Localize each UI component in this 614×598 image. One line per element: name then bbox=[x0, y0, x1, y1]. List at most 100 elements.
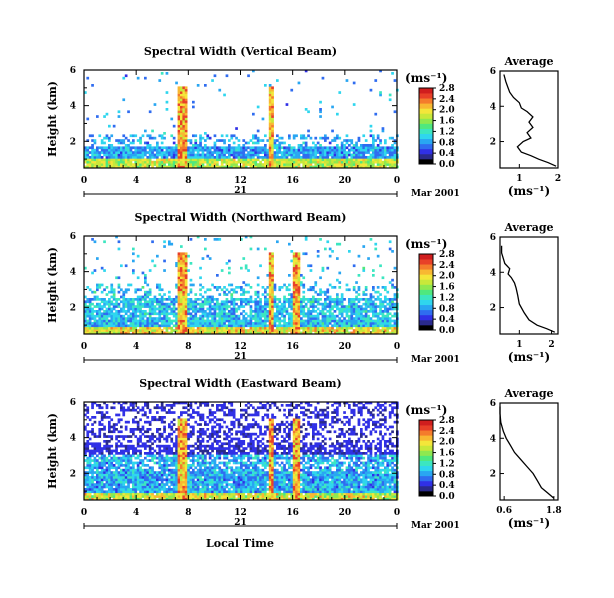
heatmap-cell bbox=[352, 163, 356, 166]
heatmap-cell bbox=[276, 240, 279, 244]
heatmap-cell bbox=[278, 286, 282, 289]
heatmap-cell bbox=[108, 158, 111, 162]
heatmap-cell bbox=[110, 490, 114, 494]
heatmap-cell bbox=[348, 300, 351, 304]
heatmap-cell bbox=[340, 298, 344, 301]
heatmap-cell bbox=[168, 452, 171, 455]
heatmap-cell bbox=[91, 483, 94, 486]
heatmap-cell bbox=[316, 148, 320, 152]
heatmap-cell bbox=[276, 305, 279, 308]
heatmap-cell bbox=[100, 307, 104, 311]
heatmap-cell bbox=[98, 163, 102, 166]
heatmap-cell bbox=[103, 444, 106, 448]
heatmap-cell bbox=[319, 312, 322, 316]
heatmap-cell bbox=[124, 478, 128, 482]
heatmap-cell bbox=[367, 156, 370, 159]
heatmap-cell bbox=[148, 324, 152, 328]
heatmap-cell bbox=[292, 283, 296, 287]
heatmap-cell bbox=[158, 163, 162, 166]
heatmap-cell bbox=[163, 298, 166, 301]
heatmap-cell bbox=[295, 254, 298, 258]
heatmap-cell bbox=[223, 165, 226, 169]
heatmap-cell bbox=[295, 290, 298, 294]
heatmap-cell bbox=[268, 322, 272, 325]
colorbar-segment bbox=[419, 294, 433, 300]
heatmap-cell bbox=[300, 158, 303, 162]
heatmap-cell bbox=[134, 480, 138, 484]
heatmap-cell bbox=[120, 324, 123, 328]
heatmap-cell bbox=[129, 329, 133, 332]
heatmap-cell bbox=[336, 295, 339, 299]
heatmap-cell bbox=[132, 269, 135, 272]
heatmap-cell bbox=[127, 444, 130, 448]
heatmap-cell bbox=[285, 331, 289, 335]
heatmap-cell bbox=[122, 478, 126, 482]
heatmap-cell bbox=[172, 464, 176, 467]
heatmap-cell bbox=[360, 156, 363, 159]
heatmap-cell bbox=[367, 144, 370, 147]
heatmap-cell bbox=[256, 314, 260, 318]
heatmap-cell bbox=[261, 329, 265, 332]
heatmap-cell bbox=[295, 134, 298, 138]
heatmap-cell bbox=[105, 165, 109, 169]
heatmap-cell bbox=[340, 329, 344, 332]
heatmap-cell bbox=[98, 483, 102, 486]
heatmap-cell bbox=[312, 146, 315, 150]
heatmap-cell bbox=[127, 319, 130, 323]
heatmap-cell bbox=[297, 146, 301, 150]
heatmap-cell bbox=[271, 305, 274, 308]
heatmap-cell bbox=[374, 307, 378, 311]
heatmap-cell bbox=[230, 163, 234, 166]
heatmap-cell bbox=[108, 466, 111, 470]
heatmap-cell bbox=[141, 432, 145, 436]
heatmap-cell bbox=[170, 151, 174, 154]
heatmap-cell bbox=[300, 322, 303, 325]
heatmap-cell bbox=[158, 307, 162, 311]
heatmap-cell bbox=[91, 238, 94, 241]
heatmap-cell bbox=[124, 331, 128, 335]
heatmap-cell bbox=[319, 238, 322, 241]
heatmap-cell bbox=[338, 298, 342, 301]
heatmap-cell bbox=[136, 254, 140, 258]
heatmap-cell bbox=[345, 158, 349, 162]
heatmap-cell bbox=[165, 319, 169, 323]
heatmap-cell bbox=[139, 476, 142, 479]
heatmap-cell bbox=[268, 326, 272, 330]
heatmap-cell bbox=[148, 459, 152, 462]
heatmap-cell bbox=[225, 302, 229, 306]
heatmap-cell bbox=[230, 300, 234, 304]
heatmap-cell bbox=[165, 165, 169, 169]
heatmap-cell bbox=[331, 300, 334, 304]
heatmap-cell bbox=[340, 322, 344, 325]
heatmap-cell bbox=[136, 307, 140, 311]
heatmap-cell bbox=[307, 317, 310, 320]
heatmap-cell bbox=[216, 314, 219, 318]
heatmap-cell bbox=[278, 329, 282, 332]
heatmap-cell bbox=[235, 160, 238, 164]
heatmap-cell bbox=[343, 156, 346, 159]
heatmap-cell bbox=[156, 404, 159, 407]
heatmap-cell bbox=[300, 274, 303, 277]
heatmap-cell bbox=[290, 302, 294, 306]
heatmap-cell bbox=[290, 324, 294, 328]
heatmap-cell bbox=[362, 151, 366, 154]
heatmap-cell bbox=[288, 160, 291, 164]
heatmap-cell bbox=[271, 310, 274, 313]
heatmap-cell bbox=[319, 146, 322, 150]
heatmap-cell bbox=[110, 329, 114, 332]
heatmap-cell bbox=[324, 319, 327, 323]
heatmap-cell bbox=[307, 322, 310, 325]
heatmap-cell bbox=[184, 254, 188, 258]
heatmap-cell bbox=[307, 110, 310, 114]
heatmap-cell bbox=[148, 411, 152, 414]
heatmap-cell bbox=[93, 432, 97, 436]
heatmap-cell bbox=[348, 288, 351, 292]
heatmap-cell bbox=[276, 298, 279, 301]
heatmap-cell bbox=[177, 88, 181, 92]
heatmap-cell bbox=[132, 478, 135, 482]
colorbar-segment bbox=[419, 304, 433, 311]
heatmap-cell bbox=[235, 151, 238, 154]
heatmap-cell bbox=[151, 471, 154, 474]
heatmap-cell bbox=[117, 466, 121, 470]
heatmap-cell bbox=[338, 324, 342, 328]
